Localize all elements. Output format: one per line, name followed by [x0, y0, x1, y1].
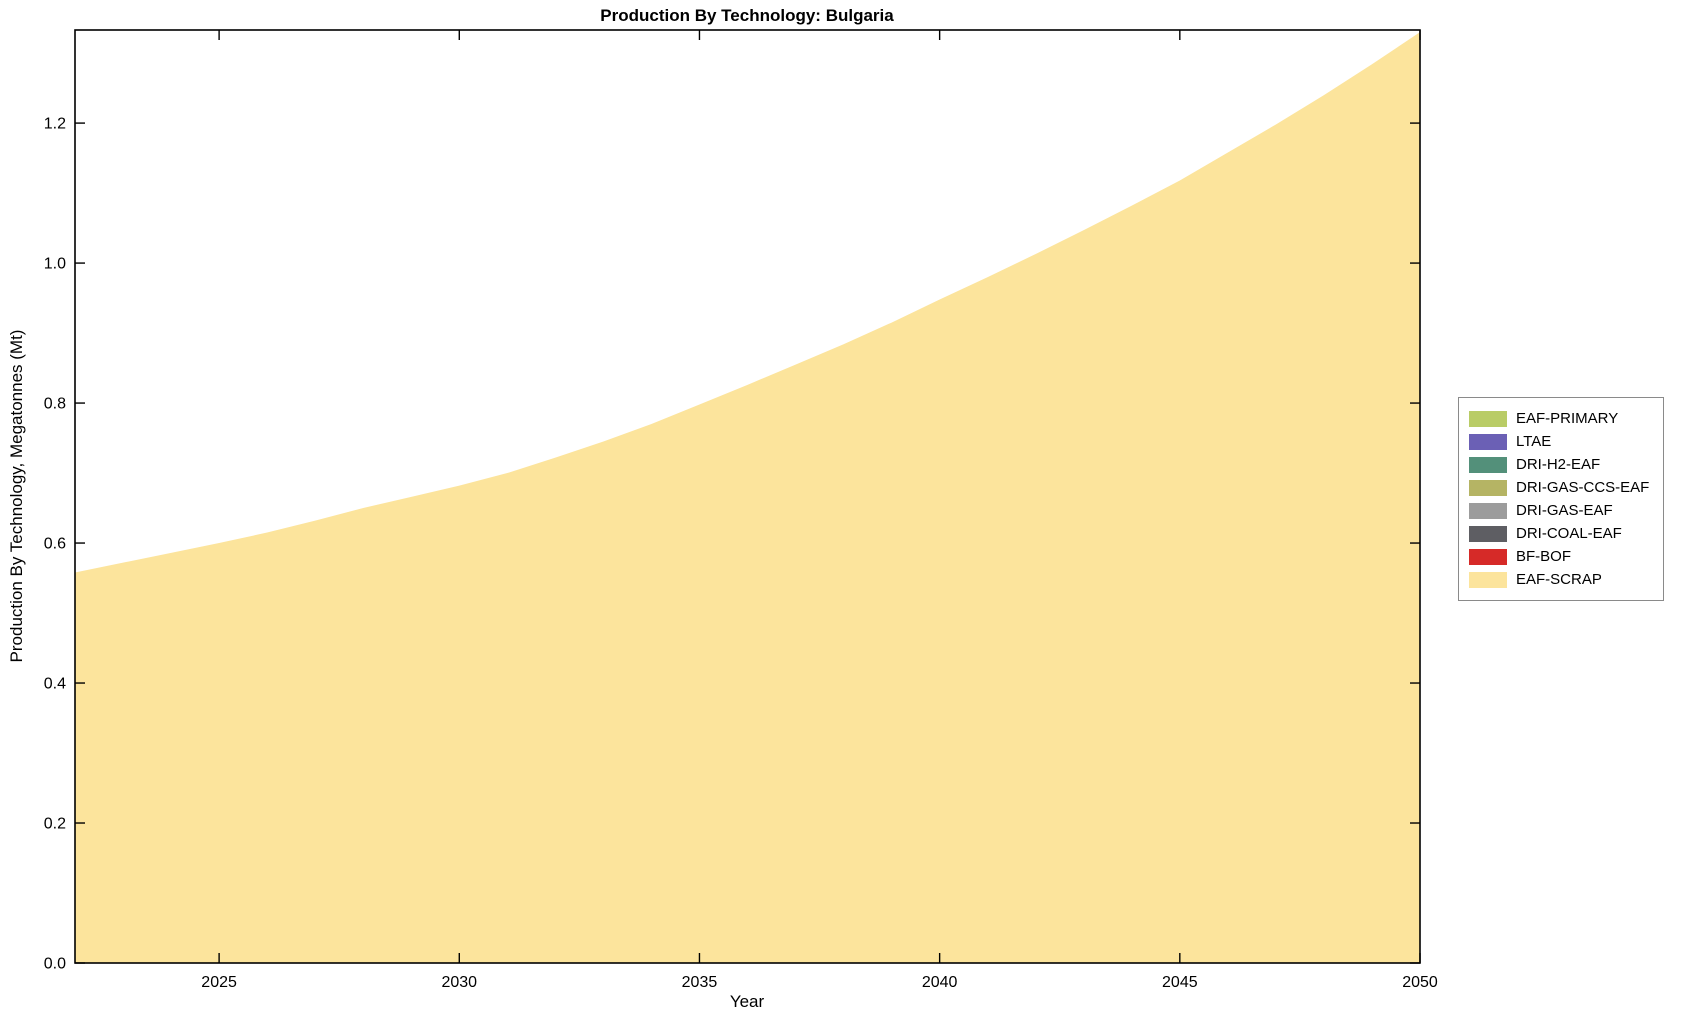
y-tick-label: 0.6 — [44, 536, 66, 553]
x-tick-label: 2045 — [1162, 974, 1198, 991]
legend-swatch — [1469, 525, 1507, 542]
legend-swatch — [1469, 410, 1507, 427]
y-tick-label: 1.0 — [44, 256, 66, 273]
legend-swatch — [1469, 502, 1507, 519]
legend-swatch — [1469, 433, 1507, 450]
legend-label: EAF-SCRAP — [1516, 571, 1602, 588]
legend: EAF-PRIMARY LTAE DRI-H2-EAF DRI-GAS-CCS-EAF… — [1458, 397, 1665, 601]
x-tick-label: 2025 — [201, 974, 237, 991]
x-tick-label: 2040 — [922, 974, 958, 991]
legend-label: DRI-H2-EAF — [1516, 456, 1601, 473]
y-axis-label: Production By Technology, Megatonnes (Mt… — [7, 329, 26, 663]
legend-label: DRI-GAS-EAF — [1516, 502, 1613, 519]
legend-item: EAF-SCRAP — [1469, 568, 1649, 591]
y-tick-label: 0.4 — [44, 676, 66, 693]
legend-label: EAF-PRIMARY — [1516, 410, 1619, 427]
legend-item: BF-BOF — [1469, 545, 1649, 568]
legend-swatch — [1469, 548, 1507, 565]
legend-label: BF-BOF — [1516, 548, 1571, 565]
chart-title: Production By Technology: Bulgaria — [600, 6, 894, 25]
legend-item: LTAE — [1469, 430, 1649, 453]
y-tick-label: 1.2 — [44, 116, 66, 133]
legend-item: DRI-COAL-EAF — [1469, 522, 1649, 545]
area-series-eaf-scrap — [75, 32, 1420, 963]
x-tick-label: 2035 — [682, 974, 718, 991]
x-axis-label: Year — [729, 992, 765, 1011]
x-tick-label: 2030 — [441, 974, 477, 991]
legend-label: LTAE — [1516, 433, 1552, 450]
legend-item: DRI-GAS-EAF — [1469, 499, 1649, 522]
y-tick-label: 0.0 — [44, 956, 66, 973]
legend-label: DRI-GAS-CCS-EAF — [1516, 479, 1650, 496]
legend-swatch — [1469, 479, 1507, 496]
y-tick-label: 0.2 — [44, 816, 66, 833]
legend-item: DRI-H2-EAF — [1469, 453, 1649, 476]
legend-swatch — [1469, 571, 1507, 588]
plot-border — [74, 29, 1421, 964]
legend-swatch — [1469, 456, 1507, 473]
x-tick-label: 2050 — [1402, 974, 1438, 991]
legend-item: DRI-GAS-CCS-EAF — [1469, 476, 1649, 499]
legend-item: EAF-PRIMARY — [1469, 407, 1649, 430]
legend-label: DRI-COAL-EAF — [1516, 525, 1622, 542]
y-tick-label: 0.8 — [44, 396, 66, 413]
